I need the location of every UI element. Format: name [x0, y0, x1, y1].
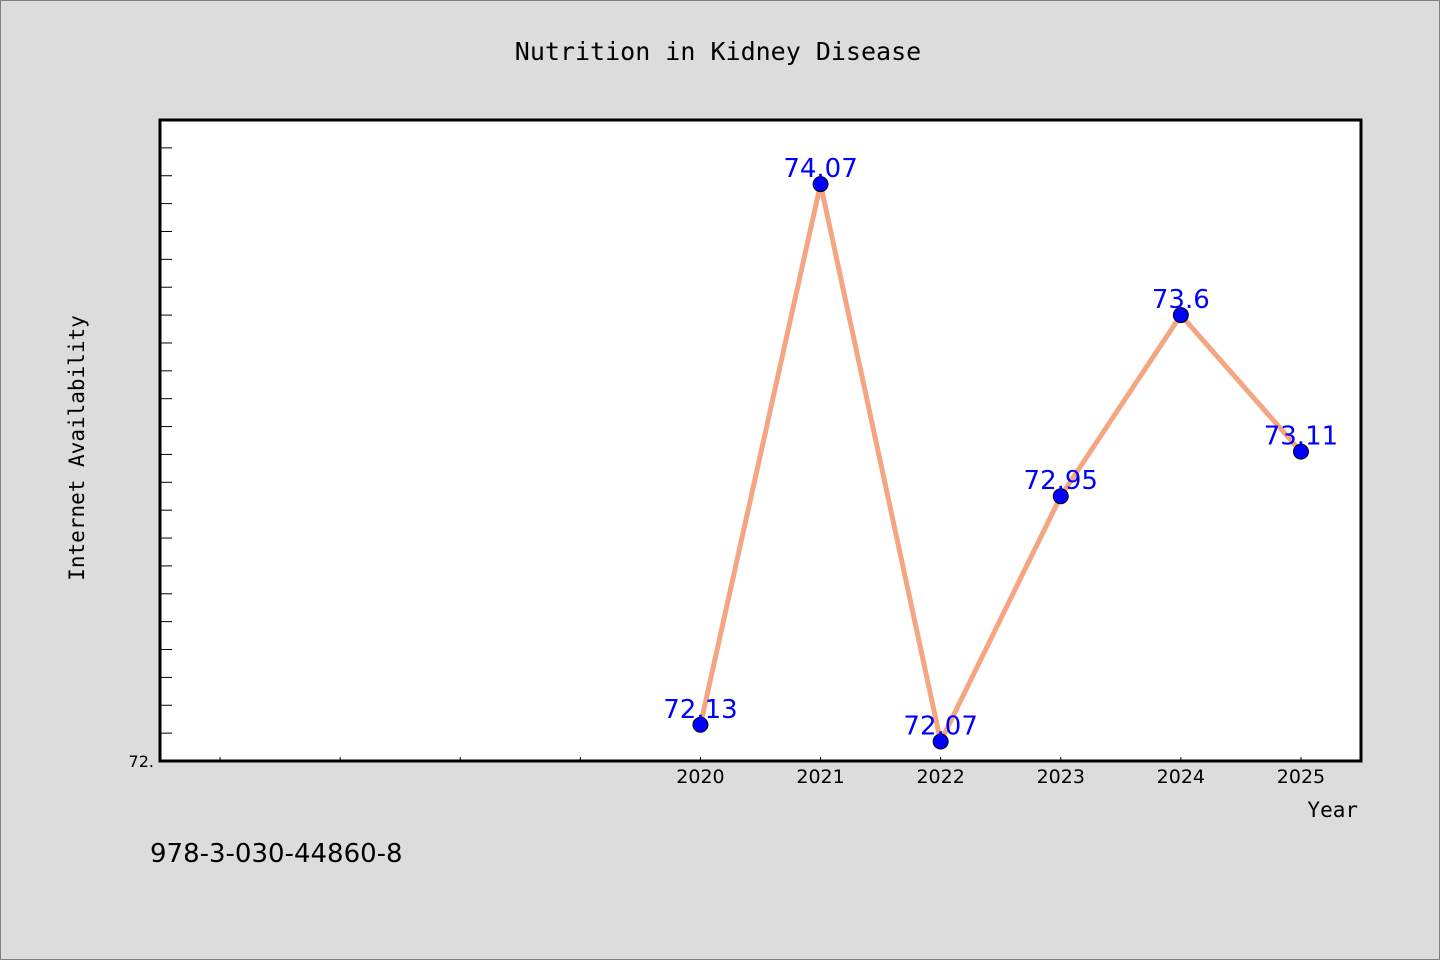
- x-axis-ticks: [219, 757, 1302, 761]
- x-tick-label: 2022: [916, 766, 964, 788]
- y-tick-label: 72.: [129, 752, 154, 771]
- data-label: 72.07: [903, 711, 977, 741]
- data-labels: 72.13 74.07 72.07 72.95 73.6 73.11: [663, 154, 1338, 741]
- data-label: 73.6: [1152, 285, 1210, 315]
- x-axis-tick-labels: 2020 2021 2022 2023 2024 2025: [676, 766, 1325, 788]
- x-tick-label: 2023: [1037, 766, 1085, 788]
- isbn-text: 978-3-030-44860-8: [150, 839, 403, 869]
- chart-title: Nutrition in Kidney Disease: [515, 37, 921, 66]
- data-point: [1292, 443, 1309, 460]
- data-label: 73.11: [1264, 422, 1338, 452]
- data-point: [692, 716, 709, 733]
- series-markers: [692, 176, 1309, 750]
- x-tick-label: 2025: [1277, 766, 1325, 788]
- data-point: [1052, 488, 1069, 505]
- data-point: [1172, 307, 1189, 324]
- series-line: [698, 181, 1303, 744]
- x-tick-label: 2020: [676, 766, 724, 788]
- data-point: [932, 733, 949, 750]
- x-tick-label: 2021: [796, 766, 844, 788]
- x-tick-label: 2024: [1157, 766, 1205, 788]
- data-label: 72.95: [1024, 466, 1098, 496]
- plot-area: [158, 118, 1363, 763]
- y-axis-label: Internet Availability: [65, 315, 89, 581]
- data-label: 74.07: [783, 154, 857, 184]
- data-point: [812, 176, 829, 193]
- data-label: 72.13: [663, 695, 737, 725]
- x-axis-label: Year: [1307, 798, 1358, 822]
- y-axis-ticks: [160, 147, 172, 762]
